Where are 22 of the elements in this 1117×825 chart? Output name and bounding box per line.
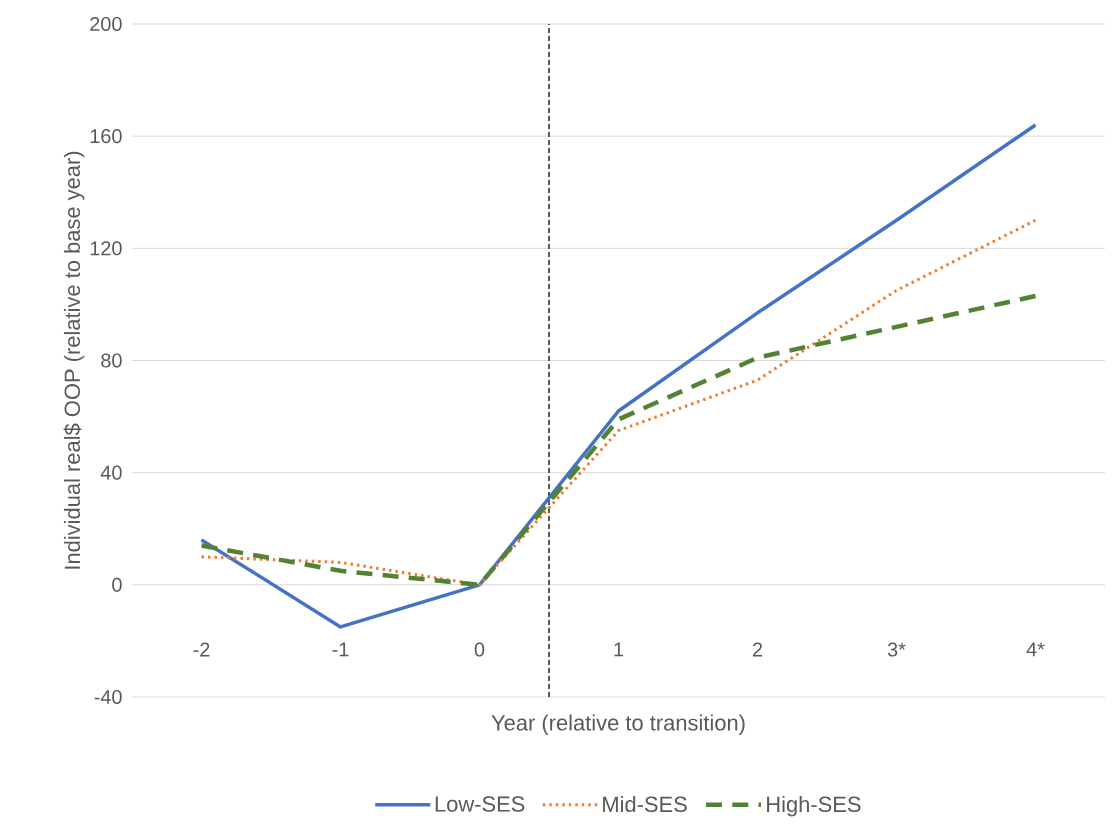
legend-label: Mid-SES [603, 795, 687, 813]
x-tick-label: -1 [332, 642, 349, 657]
y-tick-label: 40 [100, 465, 122, 480]
x-tick-label: 0 [474, 642, 485, 657]
x-tick-label: 1 [614, 642, 624, 657]
y-tick-label: 200 [90, 16, 122, 32]
y-tick-label: 120 [90, 241, 122, 256]
x-tick-label: -2 [193, 642, 210, 657]
x-axis-title: Year (relative to transition) [491, 714, 745, 735]
line-series [199, 293, 1038, 588]
y-tick-label: 0 [112, 577, 122, 592]
legend-label: High-SES [767, 795, 861, 817]
line-series [200, 218, 1038, 587]
legend-label: Low-SES [435, 796, 525, 812]
y-tick-label: 160 [90, 129, 122, 144]
x-tick-label: 3* [887, 642, 906, 657]
line-series [199, 123, 1038, 629]
x-tick-label: 2 [752, 642, 763, 657]
y-axis-title: Individual real$ OOP (relative to base year) [63, 151, 85, 569]
y-tick-label: 80 [101, 353, 122, 368]
x-tick-label: 4* [1026, 642, 1045, 657]
y-tick-label: -40 [94, 689, 122, 705]
